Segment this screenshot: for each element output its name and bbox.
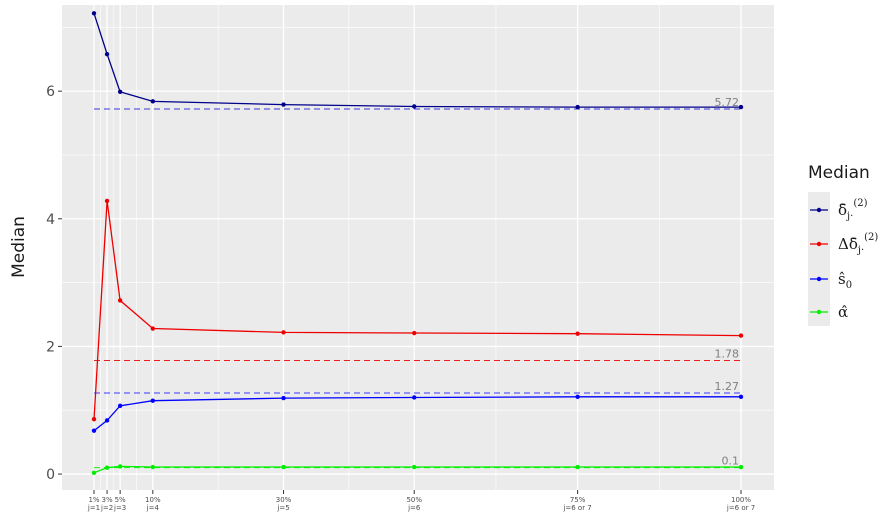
reference-line-label: 0.1 bbox=[722, 455, 740, 468]
data-point bbox=[738, 464, 744, 470]
data-point bbox=[738, 333, 744, 338]
legend-key-point bbox=[816, 207, 822, 213]
data-point bbox=[104, 465, 110, 470]
x-tick-label: 30% j=5 bbox=[276, 496, 292, 512]
y-axis: 0 2 4 6 bbox=[46, 84, 62, 483]
plot-panel bbox=[62, 5, 774, 490]
y-tick-label: 2 bbox=[46, 339, 55, 355]
data-point bbox=[281, 102, 286, 107]
reference-line-label: 1.27 bbox=[715, 380, 740, 393]
y-tick-label: 4 bbox=[46, 212, 55, 228]
data-point bbox=[281, 330, 286, 335]
reference-line-label: 5.72 bbox=[715, 96, 740, 109]
x-tick-label: 10% j=4 bbox=[145, 496, 161, 512]
legend-label: δ̄j·(2) bbox=[838, 198, 868, 222]
data-point bbox=[91, 470, 97, 475]
x-axis: 1% j=13% j=25% j=3 10% j=4 30% j=5 50% j=6 75% j=6 … bbox=[87, 490, 755, 512]
data-point bbox=[412, 464, 417, 470]
data-point bbox=[104, 198, 110, 204]
legend-label: Δδ̄j·(2) bbox=[838, 232, 878, 256]
series-line bbox=[93, 13, 741, 108]
legend-key-point bbox=[816, 241, 822, 247]
data-point bbox=[91, 11, 97, 16]
legend-key-point bbox=[816, 309, 822, 315]
data-point bbox=[575, 464, 580, 470]
x-tick-label: 75% j=6 or 7 bbox=[562, 496, 591, 512]
reference-lines: 5.72 1.78 1.27 0.1 bbox=[94, 96, 741, 469]
data-point bbox=[575, 394, 580, 400]
data-point bbox=[412, 330, 417, 336]
data-point bbox=[104, 51, 110, 57]
series-line bbox=[93, 200, 742, 420]
reference-line-label: 1.78 bbox=[715, 347, 740, 360]
data-point bbox=[150, 398, 156, 403]
series-line bbox=[93, 396, 741, 432]
x-tick-label: 5% j=3 bbox=[113, 496, 126, 512]
data-point bbox=[117, 464, 123, 469]
y-tick-label: 0 bbox=[46, 467, 55, 483]
data-point bbox=[575, 104, 580, 110]
series-line bbox=[93, 465, 741, 474]
x-tick-label: 100% j=6 or 7 bbox=[726, 496, 755, 512]
legend-label: α̂ bbox=[838, 303, 848, 321]
x-tick-label: 1% j=1 bbox=[87, 496, 100, 512]
legend-title: Median bbox=[808, 163, 870, 183]
data-point bbox=[150, 464, 156, 470]
data-point bbox=[104, 418, 110, 423]
data-point bbox=[117, 89, 123, 94]
data-point bbox=[150, 99, 156, 104]
series-layer bbox=[91, 11, 744, 475]
x-tick-label: 50% j=6 bbox=[406, 496, 422, 512]
legend-key-background bbox=[808, 192, 830, 326]
data-point bbox=[281, 464, 286, 470]
grid-major bbox=[62, 5, 774, 490]
x-tick-label: 3% j=2 bbox=[100, 496, 113, 512]
data-point bbox=[412, 104, 417, 109]
legend-label: ŝ0 bbox=[838, 270, 852, 291]
data-point bbox=[117, 298, 123, 303]
data-point bbox=[150, 326, 156, 331]
data-point bbox=[575, 331, 580, 336]
legend-key-point bbox=[816, 276, 822, 282]
data-point bbox=[738, 104, 744, 110]
data-point bbox=[281, 395, 286, 401]
data-point bbox=[91, 428, 97, 433]
data-point bbox=[91, 416, 97, 422]
y-axis-label: Median bbox=[9, 216, 29, 278]
legend: Median δ̄j·(2) Δδ̄j·(2) ŝ0 α̂ bbox=[808, 163, 878, 326]
data-point bbox=[412, 395, 417, 400]
y-tick-label: 6 bbox=[46, 84, 55, 100]
data-point bbox=[117, 403, 123, 408]
data-point bbox=[738, 394, 744, 400]
